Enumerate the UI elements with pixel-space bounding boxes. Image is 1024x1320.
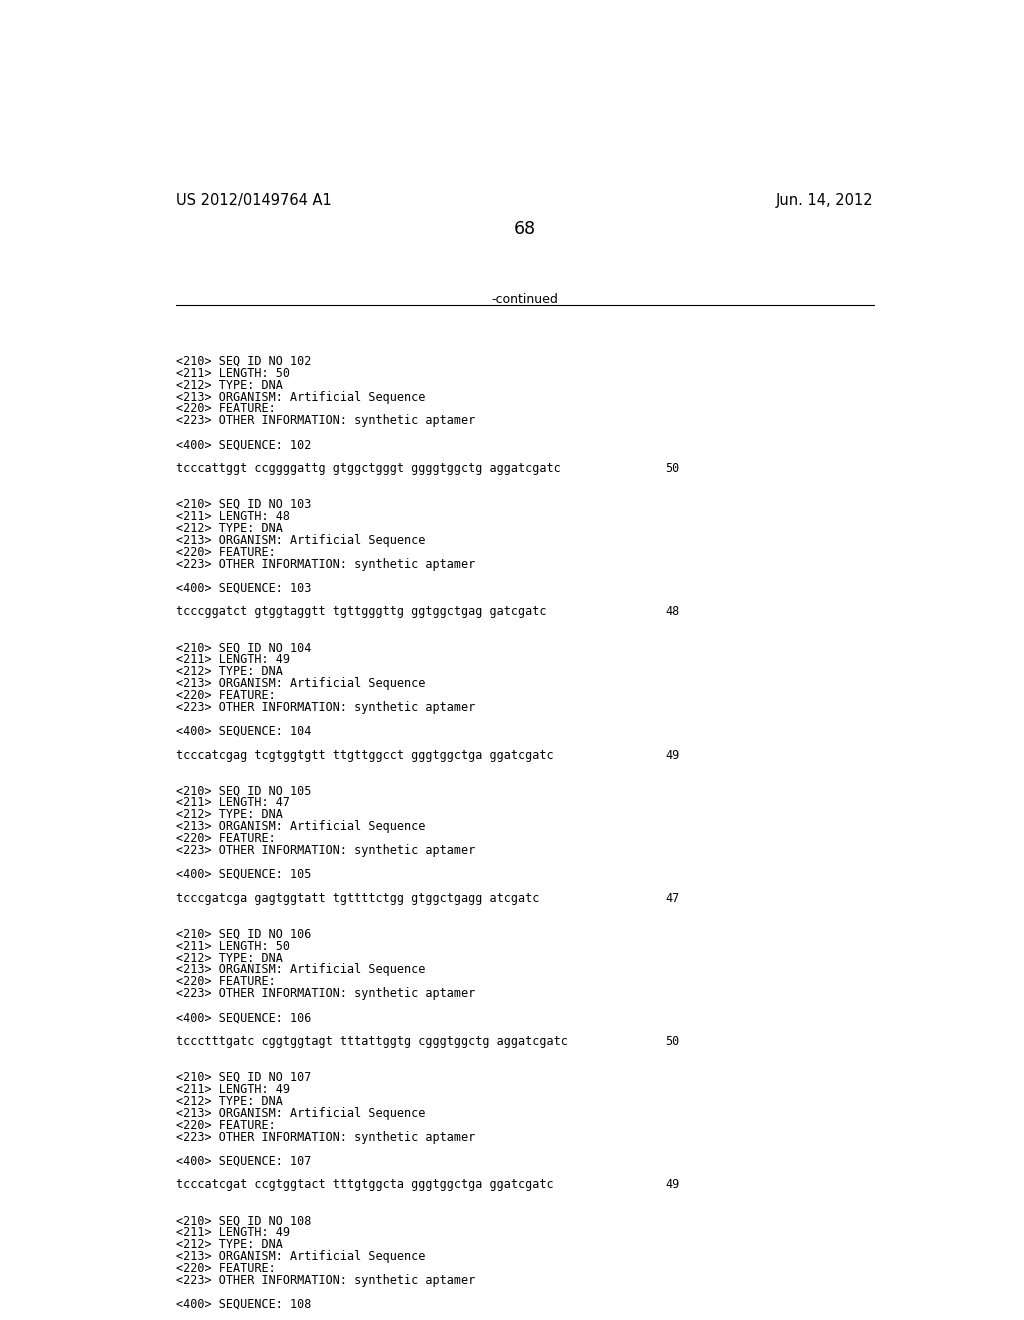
Text: tccctttgatc cggtggtagt tttattggtg cgggtggctg aggatcgatc: tccctttgatc cggtggtagt tttattggtg cgggtg… [176, 1035, 568, 1048]
Text: <210> SEQ ID NO 105: <210> SEQ ID NO 105 [176, 784, 311, 797]
Text: <223> OTHER INFORMATION: synthetic aptamer: <223> OTHER INFORMATION: synthetic aptam… [176, 987, 475, 1001]
Text: <212> TYPE: DNA: <212> TYPE: DNA [176, 808, 283, 821]
Text: <220> FEATURE:: <220> FEATURE: [176, 1262, 275, 1275]
Text: <220> FEATURE:: <220> FEATURE: [176, 832, 275, 845]
Text: 50: 50 [665, 462, 679, 475]
Text: <213> ORGANISM: Artificial Sequence: <213> ORGANISM: Artificial Sequence [176, 677, 425, 690]
Text: <220> FEATURE:: <220> FEATURE: [176, 1118, 275, 1131]
Text: <212> TYPE: DNA: <212> TYPE: DNA [176, 1094, 283, 1107]
Text: <223> OTHER INFORMATION: synthetic aptamer: <223> OTHER INFORMATION: synthetic aptam… [176, 843, 475, 857]
Text: <220> FEATURE:: <220> FEATURE: [176, 689, 275, 702]
Text: <213> ORGANISM: Artificial Sequence: <213> ORGANISM: Artificial Sequence [176, 1250, 425, 1263]
Text: <400> SEQUENCE: 108: <400> SEQUENCE: 108 [176, 1298, 311, 1311]
Text: <213> ORGANISM: Artificial Sequence: <213> ORGANISM: Artificial Sequence [176, 1106, 425, 1119]
Text: <223> OTHER INFORMATION: synthetic aptamer: <223> OTHER INFORMATION: synthetic aptam… [176, 1130, 475, 1143]
Text: tcccatcgag tcgtggtgtt ttgttggcct gggtggctga ggatcgatc: tcccatcgag tcgtggtgtt ttgttggcct gggtggc… [176, 748, 554, 762]
Text: 49: 49 [665, 1179, 679, 1191]
Text: <212> TYPE: DNA: <212> TYPE: DNA [176, 665, 283, 678]
Text: <212> TYPE: DNA: <212> TYPE: DNA [176, 1238, 283, 1251]
Text: <210> SEQ ID NO 104: <210> SEQ ID NO 104 [176, 642, 311, 655]
Text: <210> SEQ ID NO 108: <210> SEQ ID NO 108 [176, 1214, 311, 1228]
Text: <210> SEQ ID NO 106: <210> SEQ ID NO 106 [176, 928, 311, 941]
Text: tcccatcgat ccgtggtact tttgtggcta gggtggctga ggatcgatc: tcccatcgat ccgtggtact tttgtggcta gggtggc… [176, 1179, 554, 1191]
Text: <220> FEATURE:: <220> FEATURE: [176, 975, 275, 989]
Text: <211> LENGTH: 48: <211> LENGTH: 48 [176, 510, 290, 523]
Text: <400> SEQUENCE: 105: <400> SEQUENCE: 105 [176, 869, 311, 880]
Text: -continued: -continued [492, 293, 558, 306]
Text: <213> ORGANISM: Artificial Sequence: <213> ORGANISM: Artificial Sequence [176, 820, 425, 833]
Text: <211> LENGTH: 49: <211> LENGTH: 49 [176, 1226, 290, 1239]
Text: <212> TYPE: DNA: <212> TYPE: DNA [176, 379, 283, 392]
Text: tcccggatct gtggtaggtt tgttgggttg ggtggctgag gatcgatc: tcccggatct gtggtaggtt tgttgggttg ggtggct… [176, 606, 547, 618]
Text: <212> TYPE: DNA: <212> TYPE: DNA [176, 521, 283, 535]
Text: US 2012/0149764 A1: US 2012/0149764 A1 [176, 193, 332, 209]
Text: <211> LENGTH: 47: <211> LENGTH: 47 [176, 796, 290, 809]
Text: <223> OTHER INFORMATION: synthetic aptamer: <223> OTHER INFORMATION: synthetic aptam… [176, 414, 475, 428]
Text: <211> LENGTH: 50: <211> LENGTH: 50 [176, 367, 290, 380]
Text: <400> SEQUENCE: 103: <400> SEQUENCE: 103 [176, 582, 311, 594]
Text: <213> ORGANISM: Artificial Sequence: <213> ORGANISM: Artificial Sequence [176, 533, 425, 546]
Text: tcccattggt ccggggattg gtggctgggt ggggtggctg aggatcgatc: tcccattggt ccggggattg gtggctgggt ggggtgg… [176, 462, 561, 475]
Text: <220> FEATURE:: <220> FEATURE: [176, 403, 275, 416]
Text: <211> LENGTH: 50: <211> LENGTH: 50 [176, 940, 290, 953]
Text: tcccgatcga gagtggtatt tgttttctgg gtggctgagg atcgatc: tcccgatcga gagtggtatt tgttttctgg gtggctg… [176, 892, 540, 904]
Text: <213> ORGANISM: Artificial Sequence: <213> ORGANISM: Artificial Sequence [176, 964, 425, 977]
Text: <220> FEATURE:: <220> FEATURE: [176, 545, 275, 558]
Text: 50: 50 [665, 1035, 679, 1048]
Text: <211> LENGTH: 49: <211> LENGTH: 49 [176, 1082, 290, 1096]
Text: 48: 48 [665, 606, 679, 618]
Text: <213> ORGANISM: Artificial Sequence: <213> ORGANISM: Artificial Sequence [176, 391, 425, 404]
Text: <223> OTHER INFORMATION: synthetic aptamer: <223> OTHER INFORMATION: synthetic aptam… [176, 557, 475, 570]
Text: <223> OTHER INFORMATION: synthetic aptamer: <223> OTHER INFORMATION: synthetic aptam… [176, 701, 475, 714]
Text: <210> SEQ ID NO 107: <210> SEQ ID NO 107 [176, 1071, 311, 1084]
Text: <212> TYPE: DNA: <212> TYPE: DNA [176, 952, 283, 965]
Text: <210> SEQ ID NO 103: <210> SEQ ID NO 103 [176, 498, 311, 511]
Text: 47: 47 [665, 892, 679, 904]
Text: 68: 68 [514, 220, 536, 238]
Text: 49: 49 [665, 748, 679, 762]
Text: <210> SEQ ID NO 102: <210> SEQ ID NO 102 [176, 355, 311, 368]
Text: <400> SEQUENCE: 107: <400> SEQUENCE: 107 [176, 1155, 311, 1167]
Text: <400> SEQUENCE: 102: <400> SEQUENCE: 102 [176, 438, 311, 451]
Text: <400> SEQUENCE: 104: <400> SEQUENCE: 104 [176, 725, 311, 738]
Text: <211> LENGTH: 49: <211> LENGTH: 49 [176, 653, 290, 667]
Text: <223> OTHER INFORMATION: synthetic aptamer: <223> OTHER INFORMATION: synthetic aptam… [176, 1274, 475, 1287]
Text: <400> SEQUENCE: 106: <400> SEQUENCE: 106 [176, 1011, 311, 1024]
Text: Jun. 14, 2012: Jun. 14, 2012 [776, 193, 873, 209]
